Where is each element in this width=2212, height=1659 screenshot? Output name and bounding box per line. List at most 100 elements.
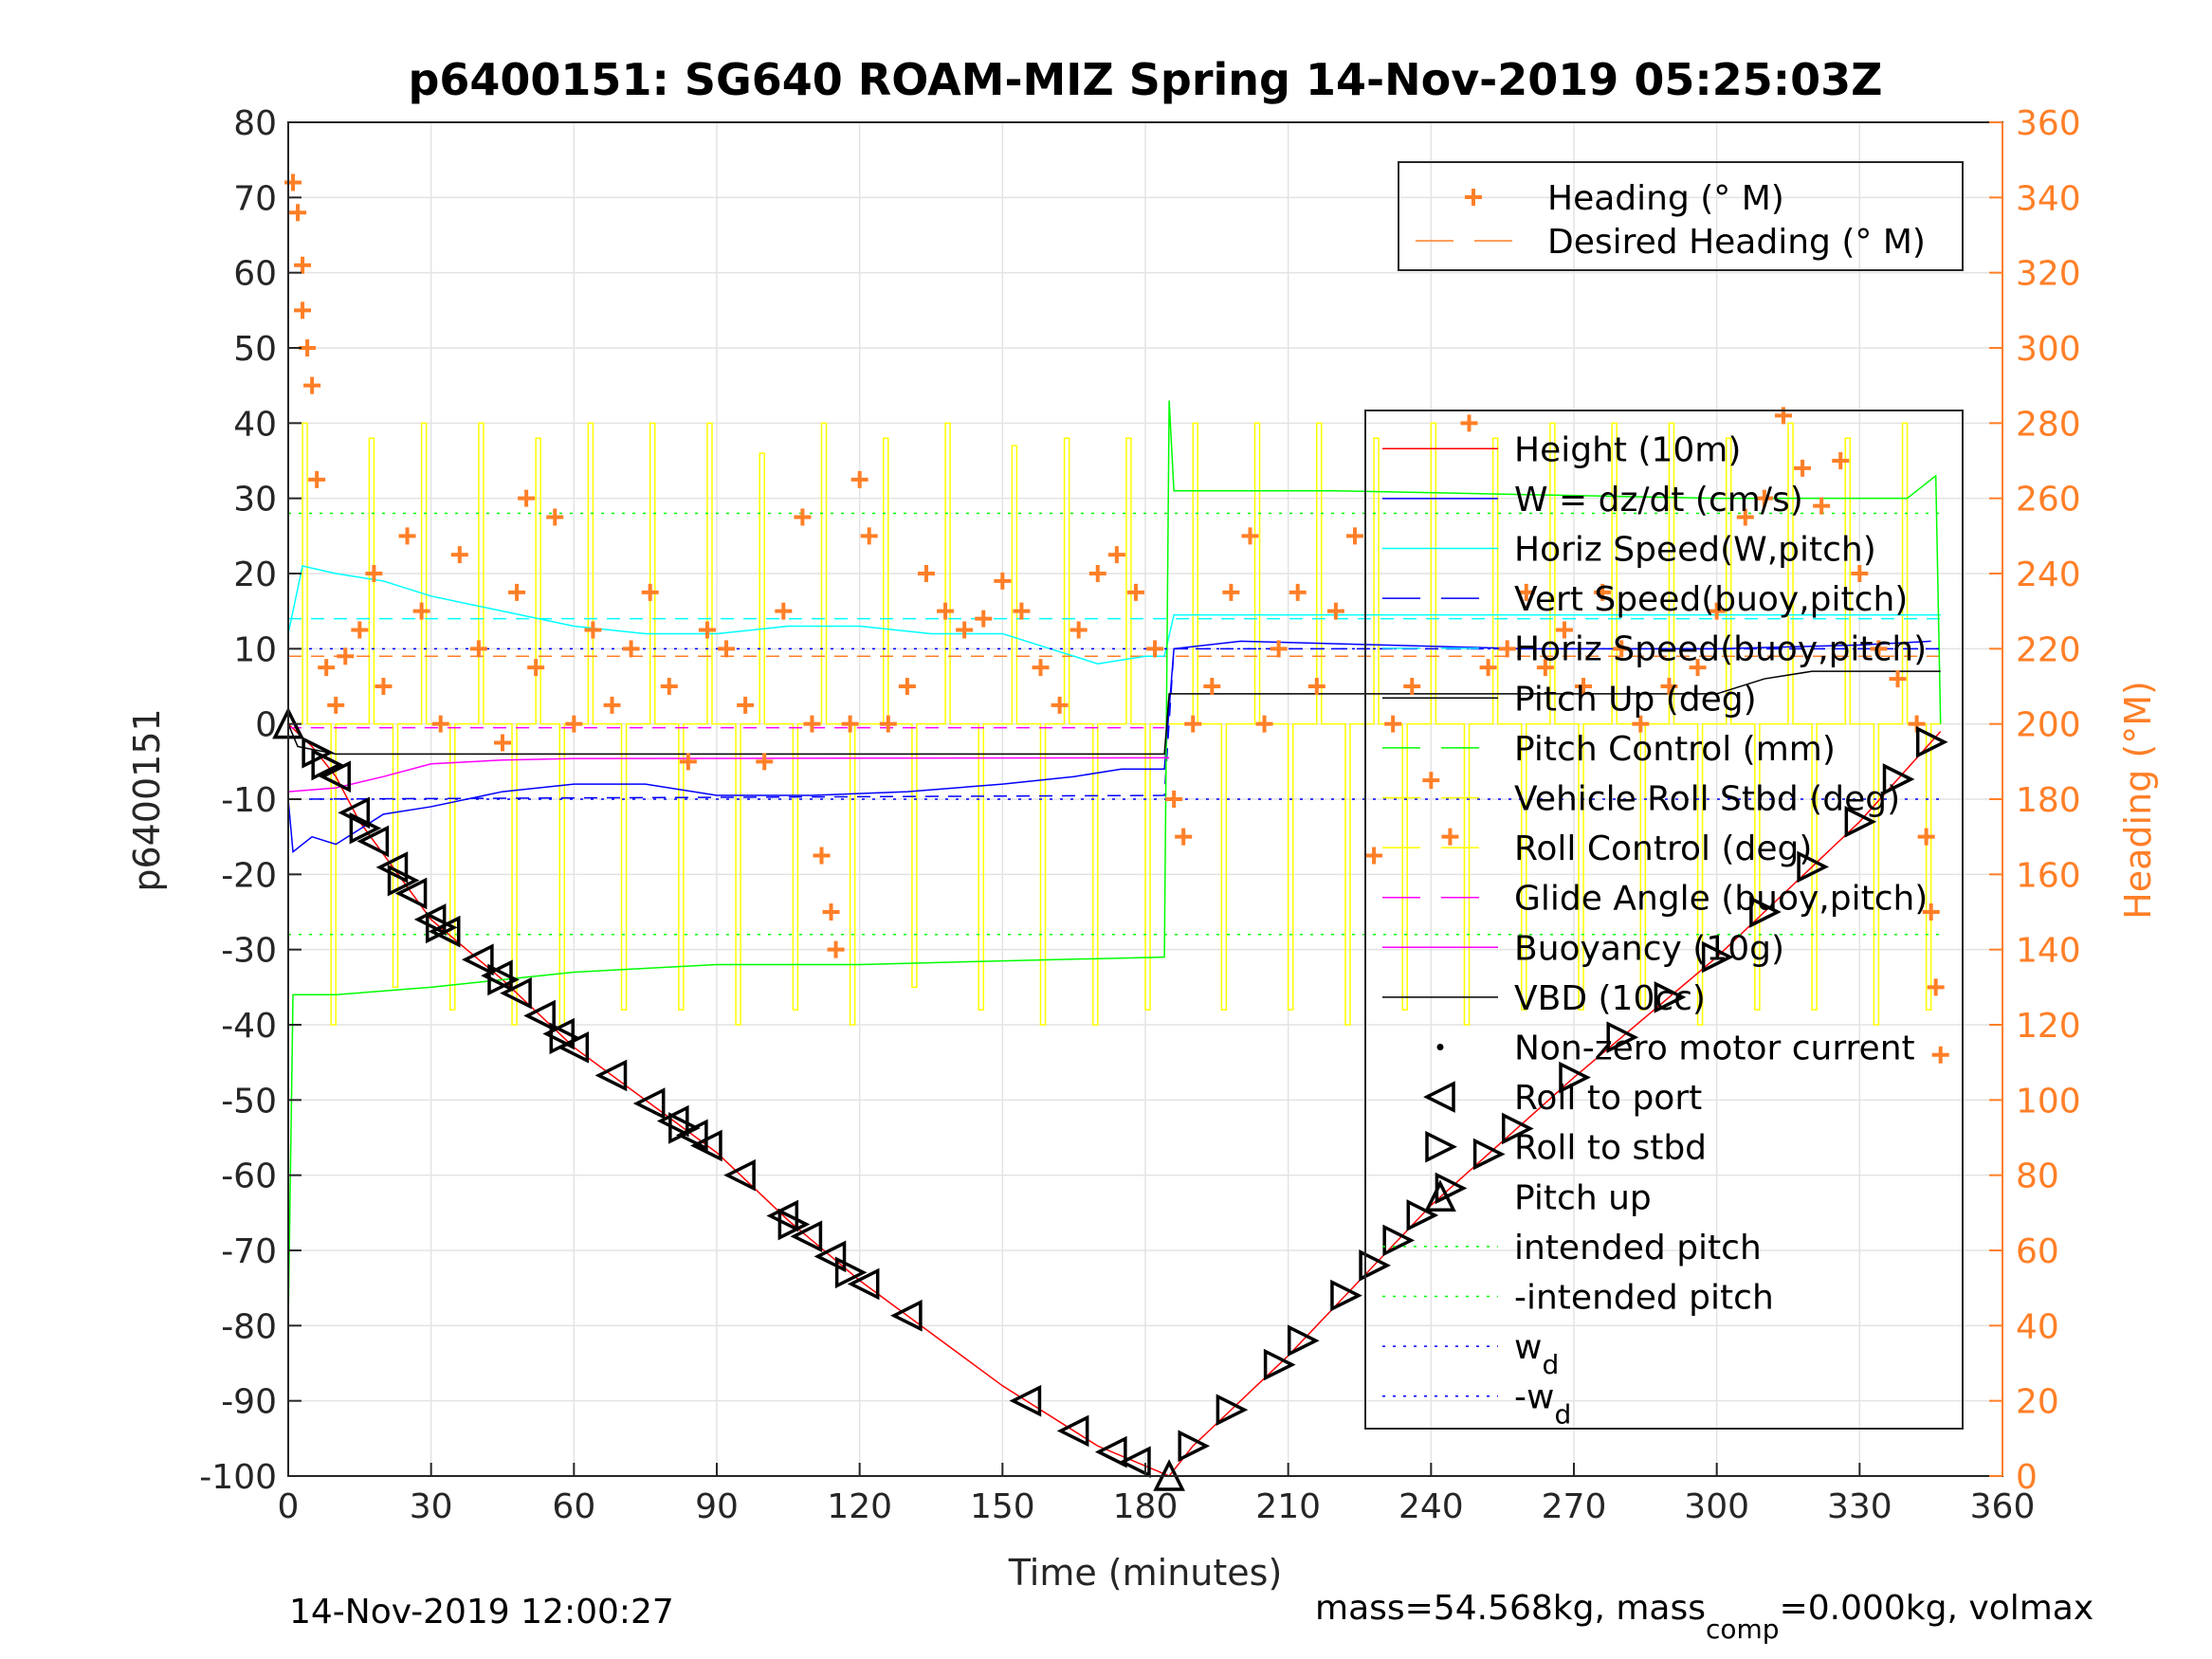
heading-point <box>698 621 716 639</box>
roll-to-port-marker <box>461 943 494 976</box>
roll-to-port-marker <box>413 903 447 936</box>
heading-point <box>975 610 993 628</box>
y-tick-label: -100 <box>199 1458 277 1497</box>
heading-point <box>1241 527 1259 545</box>
legend-label-text: Horiz Speed(W,pitch) <box>1514 531 1876 570</box>
y-tick-label: 20 <box>233 556 277 594</box>
legend-label-text: Roll Control (deg) <box>1514 830 1812 868</box>
roll-to-stbd-marker <box>1472 1138 1506 1171</box>
heading-point <box>917 565 935 582</box>
y-right-tick-label: 20 <box>2016 1383 2059 1422</box>
y-tick-label: 50 <box>233 330 277 369</box>
legend-label-text: w <box>1514 1328 1542 1367</box>
roll-to-port-marker <box>338 796 371 830</box>
roll-to-port-marker <box>542 1017 576 1050</box>
legend-label-text: W = dz/dt (cm/s) <box>1514 481 1803 520</box>
roll-to-port-marker <box>1056 1414 1089 1448</box>
heading-point <box>294 256 312 274</box>
heading-point <box>469 640 487 658</box>
heading-point <box>1870 640 1888 658</box>
y-right-tick-label: 240 <box>2016 556 2081 594</box>
heading-point <box>1032 659 1050 677</box>
legend-label-text: Roll to port <box>1514 1079 1702 1118</box>
legend-label: intended pitch <box>1514 1229 1762 1267</box>
roll-to-stbd-marker <box>302 736 335 769</box>
y-tick-label: -40 <box>221 1007 277 1046</box>
heading-point <box>850 470 868 488</box>
legend-label: Roll Control (deg) <box>1514 830 1812 868</box>
heading-point <box>622 640 640 658</box>
roll-to-port-marker <box>500 976 532 1010</box>
footer-mass-sub: comp <box>1706 1613 1780 1645</box>
heading-point <box>1326 602 1344 620</box>
heading-point <box>841 715 859 733</box>
heading-point <box>994 572 1012 590</box>
heading-point <box>794 508 812 526</box>
x-tick-label: 180 <box>1113 1487 1179 1526</box>
heading-point <box>1517 583 1535 601</box>
y-tick-label: -20 <box>221 856 277 895</box>
y-right-tick-label: 140 <box>2016 932 2081 971</box>
heading-point <box>527 659 545 677</box>
heading-point <box>822 903 840 921</box>
legend-label-text: Glide Angle (buoy,pitch) <box>1514 880 1928 919</box>
y-right-tick-label: 220 <box>2016 630 2081 669</box>
heading-point <box>603 696 621 714</box>
legend-label: wd <box>1514 1328 1559 1380</box>
heading-point <box>879 715 897 733</box>
heading-point <box>1889 670 1907 688</box>
legend-plus-swatch <box>1465 189 1482 206</box>
heading-point <box>1126 583 1144 601</box>
roll-to-stbd-marker <box>1216 1394 1249 1427</box>
heading-point <box>308 470 326 488</box>
legend-label-text: Heading (° M) <box>1547 179 1784 218</box>
heading-point <box>1069 621 1088 639</box>
roll-to-port-marker <box>723 1158 756 1192</box>
legend-label: -wd <box>1514 1378 1571 1431</box>
x-tick-label: 60 <box>552 1487 595 1526</box>
roll-to-port-marker <box>356 825 390 858</box>
heading-point <box>1270 640 1288 658</box>
roll-to-stbd-marker <box>1915 725 1948 758</box>
roll-to-stbd-marker <box>387 864 420 897</box>
legend-label: Pitch up <box>1514 1178 1652 1217</box>
legend-label-text: VBD (10cc) <box>1514 979 1706 1018</box>
y-tick-label: -30 <box>221 932 277 971</box>
y-right-tick-label: 360 <box>2016 104 2081 143</box>
heading-point <box>641 583 659 601</box>
heading-point <box>1736 508 1754 526</box>
heading-point <box>1365 847 1383 865</box>
y-right-tick-label: 260 <box>2016 481 2081 520</box>
heading-point <box>1184 715 1202 733</box>
x-tick-label: 30 <box>410 1487 453 1526</box>
x-tick-label: 120 <box>827 1487 892 1526</box>
heading-point <box>494 734 511 752</box>
roll-to-stbd-marker <box>1559 1061 1591 1094</box>
y-right-tick-label: 0 <box>2016 1458 2038 1497</box>
roll-to-stbd-marker <box>1287 1324 1320 1358</box>
heading-point <box>1107 546 1125 564</box>
heading-point <box>565 715 583 733</box>
heading-point <box>1165 791 1183 808</box>
legend-label-text: Roll to stbd <box>1514 1129 1707 1168</box>
legend-label: Pitch Control (mm) <box>1514 730 1836 769</box>
y-right-tick-label: 200 <box>2016 706 2081 745</box>
y-tick-label: -70 <box>221 1232 277 1271</box>
heading-point <box>1051 696 1069 714</box>
y-right-tick-label: 100 <box>2016 1082 2081 1121</box>
x-tick-label: 0 <box>278 1487 300 1526</box>
legend-label-text: Desired Heading (° M) <box>1547 223 1926 262</box>
roll-to-port-marker <box>656 1104 689 1138</box>
y-tick-label: -80 <box>221 1307 277 1346</box>
heading-point <box>898 678 916 695</box>
heading-point <box>1755 489 1773 507</box>
roll-to-port-marker <box>375 851 409 884</box>
legend-label: W = dz/dt (cm/s) <box>1514 481 1803 520</box>
heading-point <box>1013 602 1031 620</box>
heading-point <box>679 753 697 771</box>
legend-dot-swatch <box>1436 1044 1444 1050</box>
roll-to-port-marker <box>814 1240 847 1273</box>
heading-point <box>375 678 393 695</box>
roll-to-stbd-marker <box>549 1022 582 1055</box>
roll-to-stbd-marker <box>1406 1199 1439 1231</box>
